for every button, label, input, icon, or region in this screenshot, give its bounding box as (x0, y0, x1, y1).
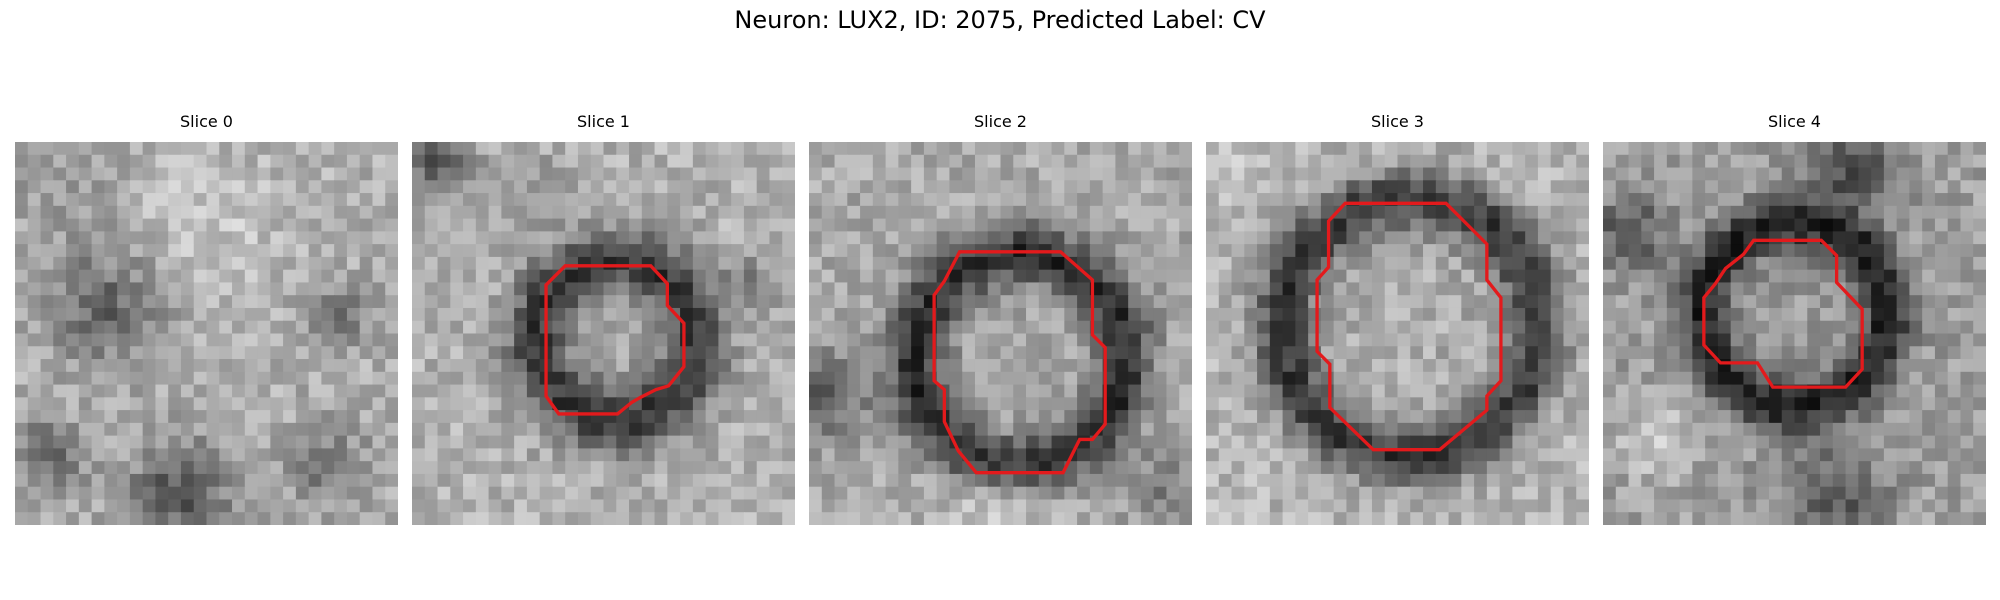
slice-image-1 (412, 142, 795, 525)
slice-panel-1: Slice 1 (412, 112, 795, 525)
vesicle-contour-1 (544, 264, 686, 416)
slice-panel-2: Slice 2 (809, 112, 1192, 525)
micrograph-pixels-2 (809, 142, 1192, 525)
slice-image-4 (1603, 142, 1986, 525)
slice-panel-0: Slice 0 (15, 112, 398, 525)
slice-title-3: Slice 3 (1371, 112, 1424, 131)
vesicle-contour-4 (1702, 238, 1864, 389)
slice-panel-4: Slice 4 (1603, 112, 1986, 525)
slice-title-4: Slice 4 (1768, 112, 1821, 131)
micrograph-pixels-3 (1206, 142, 1589, 525)
micrograph-pixels-1 (412, 142, 795, 525)
slice-image-2 (809, 142, 1192, 525)
slice-image-0 (15, 142, 398, 525)
micrograph-pixels-4 (1603, 142, 1986, 525)
micrograph-pixels-0 (15, 142, 398, 525)
slice-image-3 (1206, 142, 1589, 525)
figure-title: Neuron: LUX2, ID: 2075, Predicted Label:… (734, 6, 1266, 34)
vesicle-contour-2 (932, 250, 1107, 475)
slice-title-0: Slice 0 (180, 112, 233, 131)
vesicle-contour-3 (1315, 201, 1503, 452)
slice-title-1: Slice 1 (577, 112, 630, 131)
slice-panel-3: Slice 3 (1206, 112, 1589, 525)
slice-title-2: Slice 2 (974, 112, 1027, 131)
